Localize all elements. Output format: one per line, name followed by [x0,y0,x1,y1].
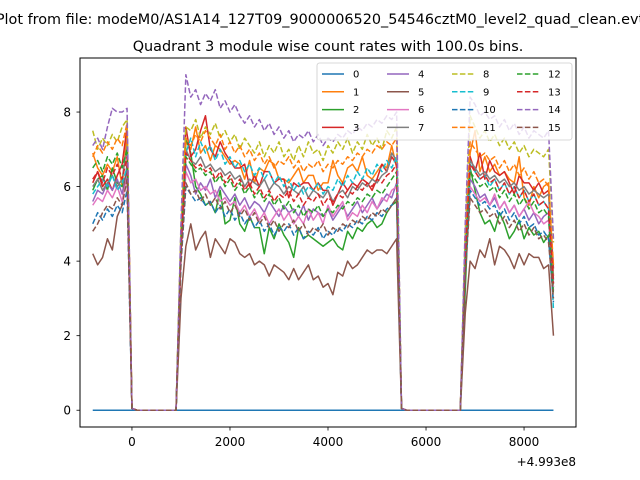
legend-label-3: 3 [353,123,359,134]
legend-label-12: 12 [548,70,561,81]
legend-label-10: 10 [483,105,496,116]
y-tick-label: 8 [63,105,71,119]
x-tick-label: 6000 [411,435,442,449]
legend-label-6: 6 [418,105,424,116]
legend-label-7: 7 [418,123,424,134]
y-tick-label: 6 [63,180,71,194]
legend-label-14: 14 [548,105,561,116]
legend-label-15: 15 [548,123,561,134]
legend-label-13: 13 [548,87,561,98]
figure-suptitle: Plot from file: modeM0/AS1A14_127T09_900… [0,12,640,28]
legend-label-2: 2 [353,105,359,116]
y-tick-label: 0 [63,404,71,418]
x-tick-label: 4000 [313,435,344,449]
series-line-10 [92,185,555,411]
legend-label-4: 4 [418,70,424,81]
x-tick-label: 8000 [509,435,540,449]
chart-title: Quadrant 3 module wise count rates with … [133,39,524,55]
series-line-7 [92,144,555,411]
y-tick-label: 4 [63,254,71,268]
series-line-11 [92,122,555,411]
x-tick-label: 2000 [215,435,246,449]
series-line-6 [92,170,555,411]
series-line-12 [92,148,555,411]
legend-label-11: 11 [483,123,496,134]
legend-label-1: 1 [353,87,359,98]
legend-label-9: 9 [483,87,489,98]
plot-area [92,74,555,411]
axes-ticks: 0 2000 4000 6000 8000 0 2 4 6 8 [63,105,539,449]
x-axis-offset-label: +4.993e8 [517,455,576,469]
series-line-1 [92,126,555,411]
axes-frame [79,57,577,428]
series-line-13 [92,152,555,411]
legend-label-0: 0 [353,70,359,81]
series-line-14 [92,74,555,411]
series-line-15 [92,178,555,411]
legend-box [316,62,573,141]
legend-label-5: 5 [418,87,424,98]
y-tick-label: 2 [63,329,71,343]
x-tick-label: 0 [128,435,136,449]
legend-label-8: 8 [483,70,489,81]
